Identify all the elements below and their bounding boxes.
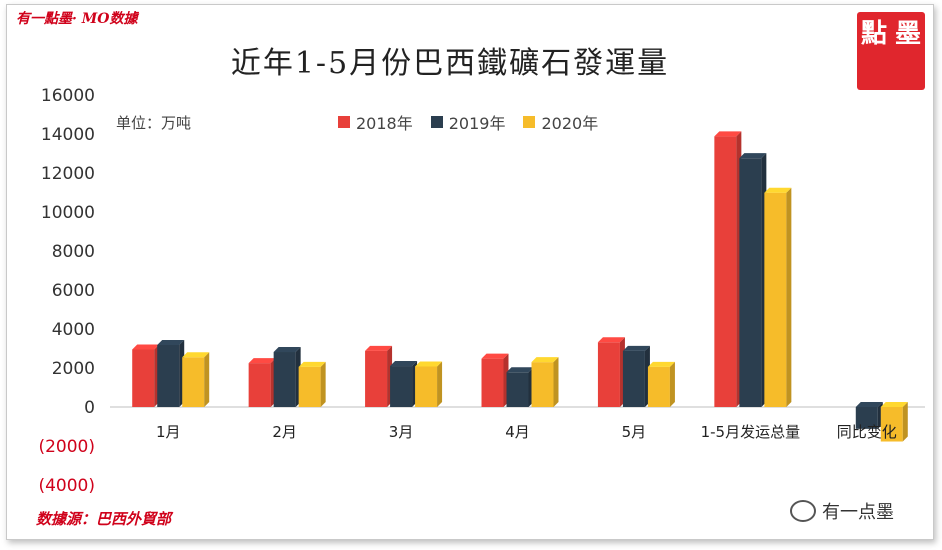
legend-item-2020: 2020年	[523, 110, 598, 134]
bar	[880, 407, 903, 442]
x-tick-label: 1-5月发运总量	[701, 423, 801, 441]
y-tick-label: 6000	[52, 281, 95, 301]
x-tick-label: 4月	[505, 423, 530, 441]
y-tick-label: 10000	[41, 203, 95, 223]
bar-top	[855, 402, 883, 407]
x-tick-label: 5月	[622, 423, 647, 441]
y-tick-label: 4000	[52, 320, 95, 340]
y-tick-label: 16000	[41, 86, 95, 106]
legend-label: 2018年	[356, 114, 413, 133]
bar-side	[553, 357, 559, 407]
bar	[273, 352, 296, 407]
legend-swatch-2020	[523, 116, 536, 128]
x-tick-label: 1月	[156, 423, 181, 441]
x-tick-label: 3月	[389, 423, 414, 441]
y-tick-label: (4000)	[38, 476, 95, 496]
bar	[647, 366, 670, 407]
y-tick-label: 12000	[41, 164, 95, 184]
bar	[531, 362, 554, 407]
y-tick-label: 14000	[41, 125, 95, 145]
bar-top	[739, 153, 767, 159]
chart-legend: 2018年 2019年 2020年	[338, 110, 598, 134]
unit-label: 单位：万吨	[116, 114, 192, 132]
seal-char: 點	[860, 19, 887, 49]
source-label: 数據源：巴西外貿部	[36, 510, 172, 528]
legend-swatch-2019	[430, 116, 443, 128]
bar	[182, 357, 205, 407]
legend-item-2019: 2019年	[430, 110, 506, 134]
bar-side	[320, 361, 326, 407]
bar-top	[157, 339, 185, 345]
legend-item-2018: 2018年	[338, 110, 413, 134]
bar-side	[902, 402, 908, 442]
bar-top	[647, 361, 675, 367]
bar	[415, 366, 438, 407]
bar-top	[390, 361, 418, 367]
bar-top	[365, 345, 393, 351]
bar-top	[597, 337, 625, 343]
bar	[365, 350, 388, 407]
legend-label: 2019年	[448, 114, 506, 133]
seal-logo: 點 墨	[857, 12, 925, 90]
bar-top	[531, 357, 559, 363]
bar-top	[298, 361, 326, 367]
bar	[506, 372, 529, 407]
bar-top	[481, 353, 509, 359]
bar	[157, 344, 180, 407]
wechat-icon	[790, 500, 816, 522]
brand-label: 有一點墨· MO数據	[16, 11, 138, 27]
bar	[132, 349, 155, 407]
bar-top	[764, 187, 792, 193]
bar	[248, 363, 271, 407]
bar	[298, 366, 321, 407]
bar-top	[622, 345, 650, 351]
watermark: 有一点墨	[790, 498, 894, 524]
bar-side	[669, 361, 675, 407]
bar	[764, 192, 787, 407]
y-tick-label: 2000	[52, 359, 95, 379]
bar-top	[132, 344, 160, 350]
chart-title: 近年1-5月份巴西鐵礦石發運量	[230, 46, 670, 81]
bar-top	[880, 402, 908, 407]
bar-side	[437, 361, 443, 407]
bar-side	[786, 187, 792, 407]
bar-top	[273, 347, 301, 353]
seal-char: 墨	[894, 19, 921, 49]
bar-top	[182, 352, 210, 358]
bar-side	[204, 352, 210, 407]
bar-top	[415, 361, 443, 367]
x-tick-label: 2月	[272, 423, 297, 441]
bar	[481, 358, 504, 407]
y-tick-label: (2000)	[38, 437, 95, 457]
y-tick-label: 0	[84, 398, 95, 418]
bar	[390, 366, 413, 407]
bar-top	[714, 131, 742, 137]
bar-top	[506, 367, 534, 373]
bar	[597, 342, 620, 407]
bar	[855, 407, 878, 429]
legend-swatch-2018	[338, 116, 350, 128]
bar	[622, 350, 645, 407]
bar	[739, 158, 762, 407]
bar-top	[248, 358, 276, 364]
x-tick-label: 同比变化	[837, 423, 897, 441]
bar	[714, 136, 737, 407]
watermark-text: 有一点墨	[822, 502, 894, 523]
y-tick-label: 8000	[52, 242, 95, 262]
legend-label: 2020年	[541, 114, 599, 133]
